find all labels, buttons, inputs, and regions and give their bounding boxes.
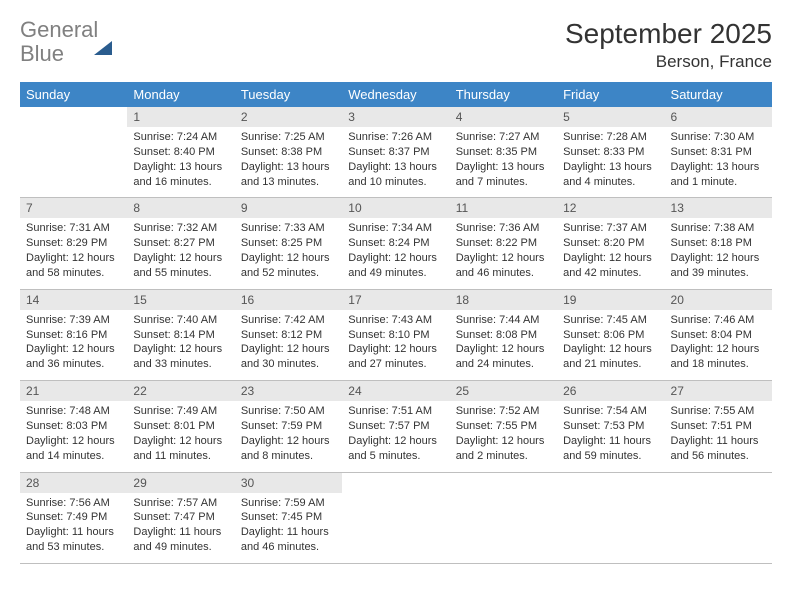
day-number: 21 <box>20 381 127 402</box>
info-row: Sunrise: 7:24 AMSunset: 8:40 PMDaylight:… <box>20 127 772 198</box>
day-number: 15 <box>127 289 234 310</box>
day-number: 7 <box>20 198 127 219</box>
day-number <box>665 472 772 493</box>
day-number: 5 <box>557 107 664 127</box>
day-number: 6 <box>665 107 772 127</box>
day-header: Tuesday <box>235 82 342 107</box>
day-header: Saturday <box>665 82 772 107</box>
brand-logo: General Blue <box>20 18 112 66</box>
day-info: Sunrise: 7:49 AMSunset: 8:01 PMDaylight:… <box>127 401 234 472</box>
day-number: 1 <box>127 107 234 127</box>
day-number: 10 <box>342 198 449 219</box>
day-header: Sunday <box>20 82 127 107</box>
info-row: Sunrise: 7:31 AMSunset: 8:29 PMDaylight:… <box>20 218 772 289</box>
daynum-row: 21222324252627 <box>20 381 772 402</box>
day-number <box>557 472 664 493</box>
day-info: Sunrise: 7:34 AMSunset: 8:24 PMDaylight:… <box>342 218 449 289</box>
day-number: 23 <box>235 381 342 402</box>
info-row: Sunrise: 7:48 AMSunset: 8:03 PMDaylight:… <box>20 401 772 472</box>
day-info: Sunrise: 7:55 AMSunset: 7:51 PMDaylight:… <box>665 401 772 472</box>
day-number: 27 <box>665 381 772 402</box>
day-info: Sunrise: 7:36 AMSunset: 8:22 PMDaylight:… <box>450 218 557 289</box>
day-number: 22 <box>127 381 234 402</box>
day-number: 8 <box>127 198 234 219</box>
day-info <box>342 493 449 564</box>
day-number: 29 <box>127 472 234 493</box>
day-number: 12 <box>557 198 664 219</box>
day-number <box>450 472 557 493</box>
day-info <box>450 493 557 564</box>
brand-word2: Blue <box>20 41 64 66</box>
day-info: Sunrise: 7:26 AMSunset: 8:37 PMDaylight:… <box>342 127 449 198</box>
title-block: September 2025 Berson, France <box>565 18 772 72</box>
day-info: Sunrise: 7:57 AMSunset: 7:47 PMDaylight:… <box>127 493 234 564</box>
day-info: Sunrise: 7:40 AMSunset: 8:14 PMDaylight:… <box>127 310 234 381</box>
day-info: Sunrise: 7:32 AMSunset: 8:27 PMDaylight:… <box>127 218 234 289</box>
day-info: Sunrise: 7:42 AMSunset: 8:12 PMDaylight:… <box>235 310 342 381</box>
day-info: Sunrise: 7:48 AMSunset: 8:03 PMDaylight:… <box>20 401 127 472</box>
location: Berson, France <box>565 52 772 72</box>
info-row: Sunrise: 7:39 AMSunset: 8:16 PMDaylight:… <box>20 310 772 381</box>
day-number <box>342 472 449 493</box>
day-number: 20 <box>665 289 772 310</box>
day-number: 4 <box>450 107 557 127</box>
day-header-row: SundayMondayTuesdayWednesdayThursdayFrid… <box>20 82 772 107</box>
day-number: 30 <box>235 472 342 493</box>
day-number: 28 <box>20 472 127 493</box>
brand-word1: General <box>20 17 98 42</box>
day-info: Sunrise: 7:54 AMSunset: 7:53 PMDaylight:… <box>557 401 664 472</box>
day-header: Monday <box>127 82 234 107</box>
day-number: 14 <box>20 289 127 310</box>
daynum-row: 14151617181920 <box>20 289 772 310</box>
info-row: Sunrise: 7:56 AMSunset: 7:49 PMDaylight:… <box>20 493 772 564</box>
day-info: Sunrise: 7:28 AMSunset: 8:33 PMDaylight:… <box>557 127 664 198</box>
day-number: 18 <box>450 289 557 310</box>
day-info: Sunrise: 7:51 AMSunset: 7:57 PMDaylight:… <box>342 401 449 472</box>
day-info: Sunrise: 7:56 AMSunset: 7:49 PMDaylight:… <box>20 493 127 564</box>
day-info: Sunrise: 7:27 AMSunset: 8:35 PMDaylight:… <box>450 127 557 198</box>
day-info: Sunrise: 7:59 AMSunset: 7:45 PMDaylight:… <box>235 493 342 564</box>
day-info: Sunrise: 7:33 AMSunset: 8:25 PMDaylight:… <box>235 218 342 289</box>
daynum-row: 123456 <box>20 107 772 127</box>
header-row: General Blue September 2025 Berson, Fran… <box>20 18 772 72</box>
day-info: Sunrise: 7:50 AMSunset: 7:59 PMDaylight:… <box>235 401 342 472</box>
day-info: Sunrise: 7:43 AMSunset: 8:10 PMDaylight:… <box>342 310 449 381</box>
day-info <box>557 493 664 564</box>
day-number: 25 <box>450 381 557 402</box>
daynum-row: 282930 <box>20 472 772 493</box>
calendar-table: SundayMondayTuesdayWednesdayThursdayFrid… <box>20 82 772 564</box>
day-info: Sunrise: 7:24 AMSunset: 8:40 PMDaylight:… <box>127 127 234 198</box>
month-title: September 2025 <box>565 18 772 50</box>
day-info: Sunrise: 7:39 AMSunset: 8:16 PMDaylight:… <box>20 310 127 381</box>
day-info <box>665 493 772 564</box>
day-info: Sunrise: 7:45 AMSunset: 8:06 PMDaylight:… <box>557 310 664 381</box>
day-info: Sunrise: 7:37 AMSunset: 8:20 PMDaylight:… <box>557 218 664 289</box>
day-number: 16 <box>235 289 342 310</box>
day-number: 17 <box>342 289 449 310</box>
day-info: Sunrise: 7:52 AMSunset: 7:55 PMDaylight:… <box>450 401 557 472</box>
day-info: Sunrise: 7:30 AMSunset: 8:31 PMDaylight:… <box>665 127 772 198</box>
day-number: 13 <box>665 198 772 219</box>
day-number: 2 <box>235 107 342 127</box>
day-number: 11 <box>450 198 557 219</box>
day-header: Thursday <box>450 82 557 107</box>
daynum-row: 78910111213 <box>20 198 772 219</box>
day-info <box>20 127 127 198</box>
day-number: 9 <box>235 198 342 219</box>
logo-triangle-icon <box>94 24 112 55</box>
day-number: 19 <box>557 289 664 310</box>
day-info: Sunrise: 7:38 AMSunset: 8:18 PMDaylight:… <box>665 218 772 289</box>
day-number <box>20 107 127 127</box>
day-info: Sunrise: 7:46 AMSunset: 8:04 PMDaylight:… <box>665 310 772 381</box>
day-number: 26 <box>557 381 664 402</box>
day-header: Friday <box>557 82 664 107</box>
day-info: Sunrise: 7:44 AMSunset: 8:08 PMDaylight:… <box>450 310 557 381</box>
day-info: Sunrise: 7:25 AMSunset: 8:38 PMDaylight:… <box>235 127 342 198</box>
day-number: 3 <box>342 107 449 127</box>
day-info: Sunrise: 7:31 AMSunset: 8:29 PMDaylight:… <box>20 218 127 289</box>
day-header: Wednesday <box>342 82 449 107</box>
day-number: 24 <box>342 381 449 402</box>
